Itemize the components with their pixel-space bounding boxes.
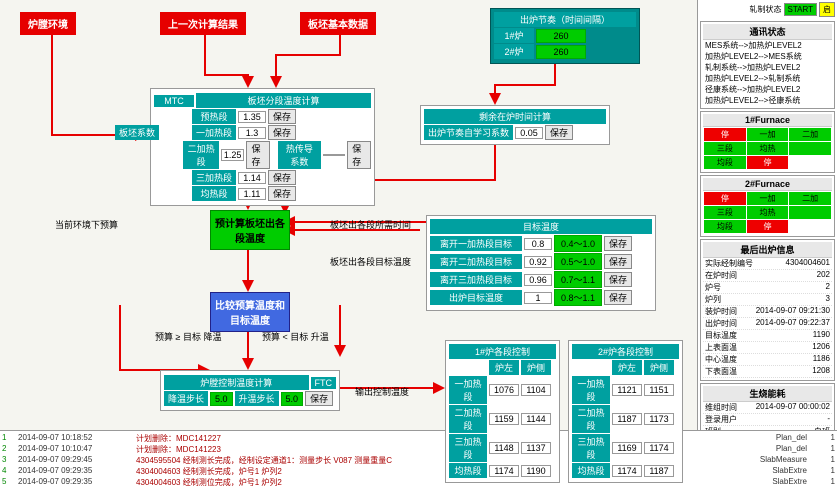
top-status: 轧制状态 START 启 — [698, 0, 837, 19]
mtc-left: 板坯系数 — [115, 125, 159, 140]
cc-sub: FTC — [311, 377, 337, 389]
rhythm-r1-lbl: 1#炉 — [494, 28, 534, 43]
recent-panel: 最后出炉信息 实际经制编号4304004601在炉时间202炉号2炉列3装炉时间… — [700, 239, 835, 381]
ts-v1[interactable]: START — [784, 3, 817, 16]
cmp-up: 预算 < 目标 升温 — [262, 330, 329, 343]
sl-val[interactable]: 0.05 — [515, 127, 543, 139]
sl-btn[interactable]: 保存 — [545, 125, 573, 140]
cc-v2: 5.0 — [281, 392, 304, 406]
out-ctrl: 输出控制温度 — [355, 385, 409, 398]
f2-title: 2#Furnace — [703, 178, 832, 191]
log-panel: 12014-09-07 10:18:52计划删除：MDC141227Plan_d… — [0, 430, 837, 500]
note-time: 板坯出各段所需时间 — [330, 218, 411, 231]
cc-v1: 5.0 — [210, 392, 233, 406]
node-slab: 板坯基本数据 — [300, 12, 376, 35]
rhythm-r1-val: 260 — [536, 29, 586, 43]
energy-panel: 生烧能耗 维组时间2014-09-07 00:00:02登录用户-班别白班班次丁… — [700, 383, 835, 430]
selflearn-panel: 剩余在炉时间计算 出炉节奏自学习系数0.05保存 — [420, 105, 610, 145]
ctrl-calc-panel: 炉膛控制温度计算FTC 降温步长5.0 升温步长5.0 保存 — [160, 370, 340, 411]
ts-v2[interactable]: 启 — [819, 2, 835, 17]
comm-title: 通讯状态 — [703, 24, 832, 40]
energy-title: 生烧能耗 — [703, 386, 832, 402]
cc-l1: 降温步长 — [164, 391, 208, 406]
f1-title: 1#Furnace — [703, 114, 832, 127]
mtc-panel: MTC板坯分段温度计算 预热段1.35保存一加热段1.3保存二加热段1.25保存… — [150, 88, 375, 206]
sl-title: 剩余在炉时间计算 — [424, 109, 606, 124]
blue-node: 比较预算温度和目标温度 — [210, 292, 290, 332]
cc-title: 炉膛控制温度计算 — [164, 375, 309, 390]
sidebar: 轧制状态 START 启 通讯状态 MES系统-->加热炉LEVEL2加热炉LE… — [697, 0, 837, 430]
sl-lbl: 出炉节奏自学习系数 — [424, 125, 513, 140]
rhythm-panel: 出炉节奏（时间间隔） 1#炉260 2#炉260 — [490, 8, 640, 64]
ts-lbl: 轧制状态 — [750, 4, 782, 15]
rhythm-r2-val: 260 — [536, 45, 586, 59]
cmp-down: 预算 ≥ 目标 降温 — [155, 330, 221, 343]
rhythm-r2-lbl: 2#炉 — [494, 44, 534, 59]
node-prev: 上一次计算结果 — [160, 12, 246, 35]
f2-panel: 2#Furnace 停一加二加三段均热均段停 — [700, 175, 835, 237]
tgt-title: 目标温度 — [430, 219, 652, 234]
note-env: 当前环境下预算 — [55, 218, 118, 231]
mtc-h2: 板坯分段温度计算 — [196, 93, 371, 108]
green-node: 预计算板坯出各段温度 — [210, 210, 290, 250]
target-panel: 目标温度 离开一加热段目标0.80.4～1.0保存离开二加热段目标0.920.5… — [426, 215, 656, 311]
f1-panel: 1#Furnace 停一加二加三段均热均段停 — [700, 111, 835, 173]
recent-title: 最后出炉信息 — [703, 242, 832, 258]
cc-l2: 升温步长 — [235, 391, 279, 406]
node-env: 炉膛环境 — [20, 12, 76, 35]
cc-btn[interactable]: 保存 — [305, 391, 333, 406]
comm-panel: 通讯状态 MES系统-->加热炉LEVEL2加热炉LEVEL2-->MES系统轧… — [700, 21, 835, 109]
rhythm-title: 出炉节奏（时间间隔） — [494, 12, 636, 27]
mtc-h1: MTC — [154, 95, 194, 107]
flow-canvas: 炉膛环境 上一次计算结果 板坯基本数据 出炉节奏（时间间隔） 1#炉260 2#… — [0, 0, 697, 430]
furn1-panel: 1#炉各段控制炉左炉侧一加热段10761104二加热段11591144三加热段1… — [445, 340, 560, 483]
note-target: 板坯出各段目标温度 — [330, 255, 411, 268]
furn2-panel: 2#炉各段控制炉左炉侧一加热段11211151二加热段11871173三加热段1… — [568, 340, 683, 483]
